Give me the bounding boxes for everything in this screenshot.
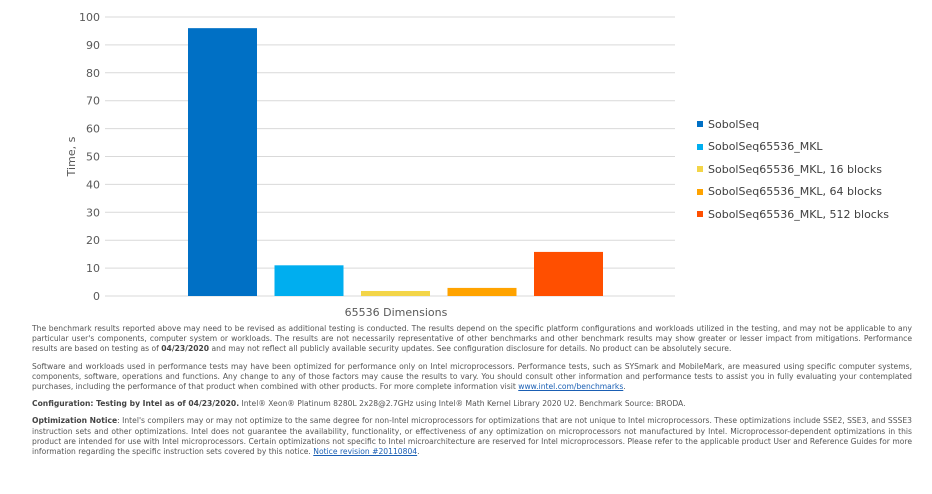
note-benchmark: The benchmark results reported above may… — [32, 324, 912, 355]
y-tick-label: 20 — [86, 234, 100, 247]
note-text: : Intel's compilers may or may not optim… — [32, 416, 913, 457]
config-label: Configuration: Testing by Intel as of 04… — [32, 399, 240, 409]
y-axis-label: Time, s — [65, 136, 78, 177]
bar-sobolseq — [188, 28, 257, 296]
note-optimization: Optimization Notice: Intel's compilers m… — [32, 416, 913, 457]
optimization-label: Optimization Notice — [32, 416, 118, 426]
bar-chart: 0 10 20 30 40 50 60 70 80 90 100 Time, s 65536 Dimen… — [65, 11, 675, 319]
legend-item: SobolSeq — [697, 113, 889, 136]
note-text: Intel® Xeon® Platinum 8280L 2x28@2.7GHz … — [239, 399, 686, 409]
legend-swatch — [697, 143, 703, 150]
legend-label: SobolSeq65536_MKL, 512 blocks — [708, 207, 889, 221]
note-text: and may not reflect all publicly availab… — [209, 344, 732, 354]
legend-label: SobolSeq65536_MKL, 16 blocks — [708, 162, 882, 176]
y-tick-label: 80 — [86, 67, 100, 80]
legend-item: SobolSeq65536_MKL, 64 blocks — [697, 181, 889, 204]
note-software: Software and workloads used in performan… — [32, 361, 912, 392]
legend-label: SobolSeq65536_MKL — [708, 140, 823, 154]
benchmarks-link[interactable]: www.intel.com/benchmarks — [518, 382, 624, 392]
notice-revision-link[interactable]: Notice revision #20110804 — [313, 447, 418, 457]
legend-item: SobolSeq65536_MKL — [697, 136, 889, 159]
legend-swatch — [697, 121, 703, 128]
bar-sobolseq65536-mkl — [274, 265, 344, 296]
y-tick-label: 70 — [86, 95, 100, 108]
bar-sobolseq65536-mkl-64-blocks — [447, 287, 517, 296]
y-tick-label: 50 — [86, 151, 100, 164]
x-category-label: 65536 Dimensions — [345, 306, 448, 319]
bar-sobolseq65536-mkl-512-blocks — [534, 251, 603, 296]
y-tick-label: 100 — [79, 11, 100, 24]
bar-sobolseq65536-mkl-16-blocks — [361, 290, 430, 296]
y-tick-label: 0 — [93, 290, 100, 303]
legend-label: SobolSeq65536_MKL, 64 blocks — [708, 185, 882, 199]
legend-item: SobolSeq65536_MKL, 512 blocks — [697, 203, 889, 226]
legend-swatch — [697, 166, 703, 173]
legend-label: SobolSeq — [708, 117, 760, 131]
note-configuration: Configuration: Testing by Intel as of 04… — [32, 399, 912, 409]
legend: SobolSeq SobolSeq65536_MKL SobolSeq65536_M… — [697, 113, 889, 226]
y-tick-label: 10 — [86, 262, 100, 275]
y-tick-label: 90 — [86, 39, 100, 52]
note-text: Software and workloads used in performan… — [32, 361, 912, 392]
legend-swatch — [697, 211, 703, 218]
legend-item: SobolSeq65536_MKL, 16 blocks — [697, 158, 889, 181]
legend-swatch — [697, 188, 703, 195]
note-text: The benchmark results reported above may… — [32, 324, 912, 354]
y-tick-label: 60 — [86, 123, 100, 136]
disclaimer-notes: The benchmark results reported above may… — [32, 324, 912, 464]
y-tick-label: 30 — [86, 206, 100, 219]
y-tick-label: 40 — [86, 178, 100, 191]
note-date: 04/23/2020 — [161, 344, 210, 354]
